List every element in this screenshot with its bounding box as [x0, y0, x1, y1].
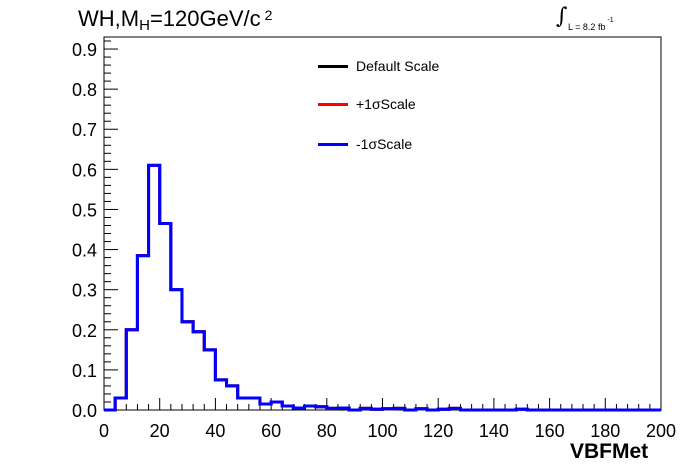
x-tick-label: 180	[590, 421, 620, 441]
legend-label-minus1sigma: -1σScale	[356, 136, 413, 152]
y-tick-label: 0.0	[72, 401, 97, 421]
legend-swatch-plus1sigma	[318, 103, 348, 106]
x-tick-label: 40	[205, 421, 225, 441]
integral-symbol: ∫	[556, 4, 568, 29]
chart-title: WH,MH=120GeV/c 2	[78, 6, 273, 34]
legend-swatch-default	[318, 65, 348, 68]
x-tick-label: 60	[261, 421, 281, 441]
plot-frame	[103, 36, 662, 411]
y-tick-label: 0.7	[72, 120, 97, 140]
y-tick-label: 0.4	[72, 241, 97, 261]
y-tick-label: 0.8	[72, 80, 97, 100]
series-layer	[104, 163, 661, 412]
y-tick-label: 0.5	[72, 200, 97, 220]
y-tick-label: 0.9	[72, 40, 97, 60]
series-line-2	[104, 163, 661, 412]
legend-swatch-minus1sigma	[318, 143, 348, 146]
legend-label-plus1sigma: +1σScale	[356, 96, 416, 112]
series-line-1	[104, 163, 661, 412]
x-tick-label: 80	[317, 421, 337, 441]
x-tick-label: 200	[646, 421, 676, 441]
x-tick-label: 100	[367, 421, 397, 441]
x-axis-label: VBFMet	[570, 440, 649, 463]
y-tick-label: 0.3	[72, 281, 97, 301]
series-line-0	[104, 163, 661, 412]
legend-label-default: Default Scale	[356, 58, 440, 74]
x-tick-label: 120	[423, 421, 453, 441]
x-axis: 0 20 40 60 80 100 120 140 160 180 200	[99, 398, 676, 441]
y-tick-label: 0.6	[72, 160, 97, 180]
y-tick-label: 0.1	[72, 361, 97, 381]
x-tick-label: 20	[150, 421, 170, 441]
y-tick-label: 0.2	[72, 321, 97, 341]
x-tick-label: 0	[99, 421, 109, 441]
x-tick-label: 140	[479, 421, 509, 441]
x-tick-label: 160	[535, 421, 565, 441]
y-axis: 0.0 0.1 0.2 0.3 0.4 0.5 0.6 0.7 0.8 0.9	[72, 40, 118, 421]
